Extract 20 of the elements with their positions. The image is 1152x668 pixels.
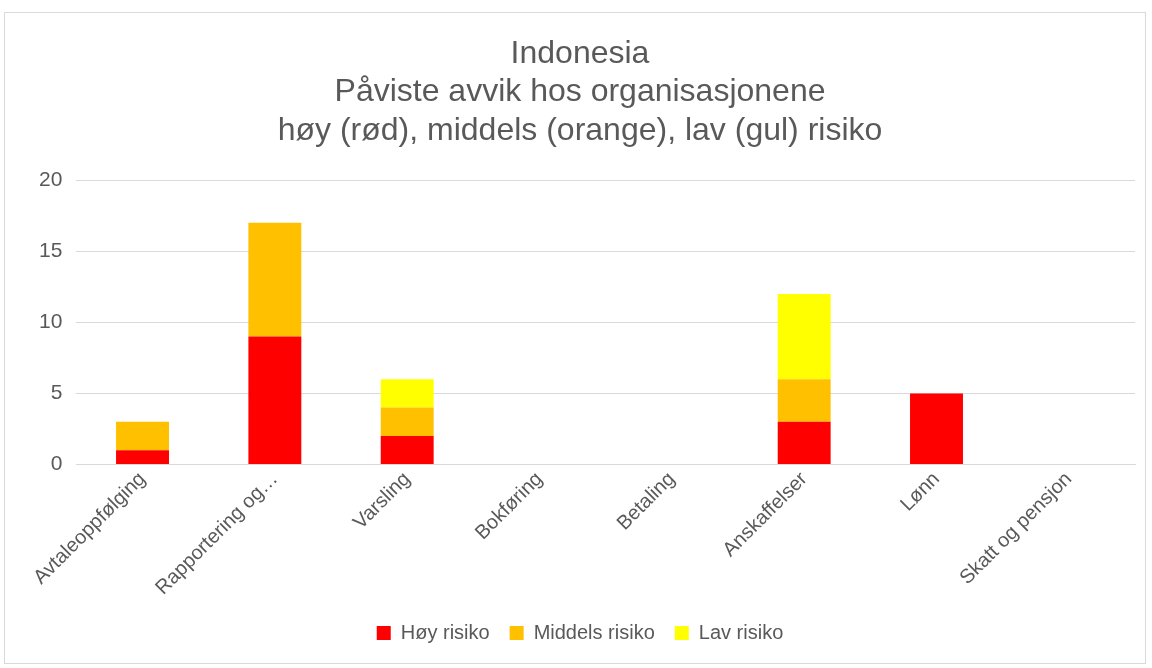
- y-tick-label: 20: [39, 167, 63, 190]
- bar: [380, 407, 434, 437]
- y-tick-label: 5: [50, 380, 63, 404]
- bar: [116, 421, 169, 451]
- y-tick-label: 10: [39, 309, 63, 333]
- y-tick-label: 15: [39, 238, 63, 262]
- bar: [777, 293, 831, 380]
- bar: [248, 336, 302, 464]
- legend-label: Lav risiko: [698, 620, 784, 643]
- y-tick-label: 0: [50, 451, 63, 475]
- legend-label: Middels risiko: [533, 620, 655, 643]
- chart-title: Indonesia Påviste avvik hos organisasjonene høy (rød), middels (orange), lav (gul) risiko: [277, 34, 883, 147]
- bar: [380, 436, 434, 464]
- bar: [777, 421, 831, 464]
- bar: [910, 393, 963, 464]
- bar: [777, 379, 831, 422]
- bar: [380, 379, 434, 408]
- bar: [116, 450, 169, 464]
- legend-label: Høy risiko: [400, 620, 490, 643]
- bar: [248, 222, 302, 337]
